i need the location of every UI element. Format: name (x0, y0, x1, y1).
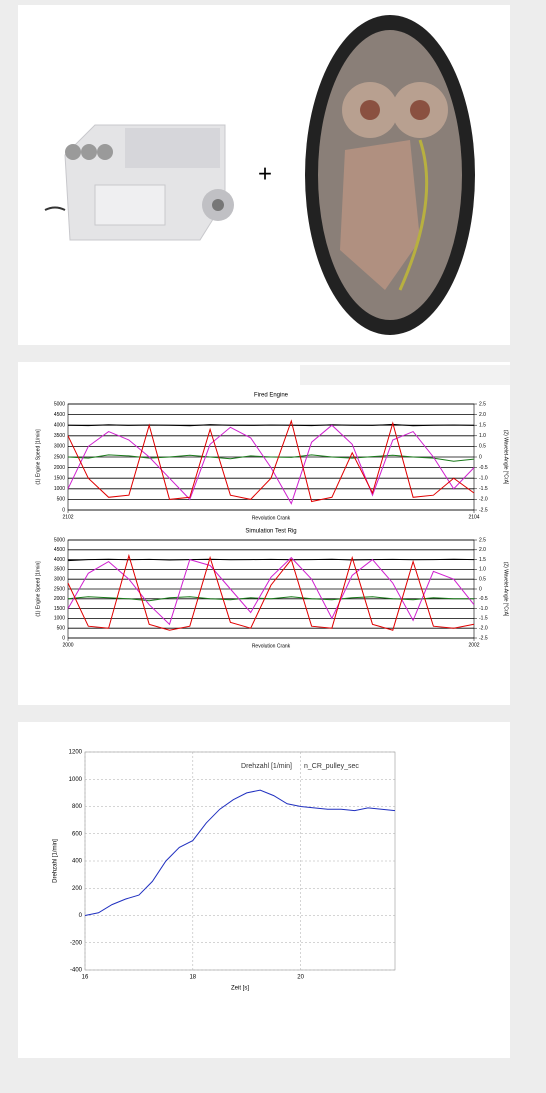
y-axis-label: (1) Engine Speed [1/min] (35, 561, 41, 617)
chart-title: Drehzahl [1/min] (241, 763, 292, 770)
x-tick-label: 2000 (62, 642, 73, 648)
series-line (67, 596, 474, 602)
y-tick-label: 2500 (54, 454, 65, 460)
y2-tick-label: -0.5 (479, 596, 488, 602)
y-axis-label: (1) Engine Speed [1/min] (35, 429, 41, 485)
y-tick-label: -200 (70, 940, 83, 946)
y2-tick-label: 1.5 (479, 423, 486, 429)
y-tick-label: 0 (79, 913, 83, 919)
y-axis-label: Drehzahl [1/min] (53, 839, 59, 883)
series-line (67, 419, 475, 503)
x-axis-label: Zeit [s] (231, 986, 249, 992)
y2-tick-label: 0.5 (479, 577, 486, 583)
y-tick-label: 2000 (54, 596, 65, 602)
y2-tick-label: 2.0 (479, 547, 486, 553)
y-tick-label: 2500 (54, 586, 65, 592)
y-tick-label: 4000 (54, 423, 65, 429)
y2-axis-label: (2) Wavelet-Angle [°CrA] (503, 562, 509, 617)
y-tick-label: -400 (70, 968, 83, 974)
chart-title: Fired Engine (254, 393, 289, 399)
y-tick-label: 4000 (54, 557, 65, 563)
y-tick-label: 4500 (54, 547, 65, 553)
y-tick-label: 1000 (54, 616, 65, 622)
shadow (300, 365, 510, 385)
x-tick-label: 2102 (62, 514, 73, 520)
y-tick-label: 500 (57, 497, 66, 503)
series-line (67, 556, 475, 626)
y-tick-label: 400 (72, 859, 83, 865)
y2-tick-label: 1.5 (479, 557, 486, 563)
y-tick-label: 1500 (54, 606, 65, 612)
y-tick-label: 200 (72, 886, 83, 892)
series-line (67, 423, 475, 427)
series-line (67, 454, 475, 462)
y2-tick-label: 0.5 (479, 444, 486, 450)
y-tick-label: 3500 (54, 433, 65, 439)
y2-tick-label: 1.0 (479, 567, 486, 573)
y2-tick-label: -2.0 (479, 626, 488, 632)
series-line (67, 424, 475, 505)
y2-tick-label: 2.5 (479, 401, 486, 407)
y-tick-label: 2000 (54, 465, 65, 471)
y-tick-label: 500 (57, 626, 66, 632)
y2-tick-label: -1.0 (479, 476, 488, 482)
y-tick-label: 1000 (54, 486, 65, 492)
y-tick-label: 800 (72, 804, 83, 810)
y2-tick-label: -0.5 (479, 465, 488, 471)
y2-tick-label: -2.5 (479, 635, 488, 641)
y-tick-label: 0 (62, 507, 65, 513)
y-tick-label: 5000 (54, 401, 65, 407)
y2-tick-label: 0 (479, 454, 482, 460)
y2-axis-label: (2) Wavelet-Angle [°CrA] (503, 430, 509, 485)
y-tick-label: 1000 (69, 777, 83, 783)
y-tick-label: 1200 (69, 750, 83, 756)
y2-tick-label: -1.5 (479, 486, 488, 492)
y2-tick-label: 2.0 (479, 412, 486, 418)
x-tick-label: 2104 (468, 514, 479, 520)
x-axis-label: Revolution Crank (252, 643, 291, 649)
chart-subtitle: n_CR_pulley_sec (304, 763, 359, 770)
x-tick-label: 20 (297, 975, 304, 981)
y2-tick-label: -2.0 (479, 497, 488, 503)
series-line (84, 789, 396, 916)
y-tick-label: 4500 (54, 412, 65, 418)
y-tick-label: 5000 (54, 537, 65, 543)
series-line (67, 558, 475, 562)
y2-tick-label: -2.5 (479, 507, 488, 513)
x-axis-label: Revolution Crank (252, 515, 291, 521)
plot-area (84, 751, 396, 971)
y2-tick-label: -1.0 (479, 606, 488, 612)
y-tick-label: 600 (72, 831, 83, 837)
series-line (67, 553, 475, 631)
plus-sign: + (258, 160, 272, 187)
x-tick-label: 16 (82, 975, 89, 981)
y-tick-label: 3000 (54, 577, 65, 583)
y2-tick-label: 2.5 (479, 537, 486, 543)
chart-title: Simulation Test Rig (245, 529, 296, 535)
y-tick-label: 3500 (54, 567, 65, 573)
motor-image (44, 124, 234, 241)
x-tick-label: 18 (189, 975, 196, 981)
y-tick-label: 1500 (54, 476, 65, 482)
y2-tick-label: -1.5 (479, 616, 488, 622)
y2-tick-label: 0 (479, 586, 482, 592)
y2-tick-label: 1.0 (479, 433, 486, 439)
x-tick-label: 2002 (468, 642, 479, 648)
engine-image (305, 15, 475, 335)
y-tick-label: 3000 (54, 444, 65, 450)
y-tick-label: 0 (62, 635, 65, 641)
